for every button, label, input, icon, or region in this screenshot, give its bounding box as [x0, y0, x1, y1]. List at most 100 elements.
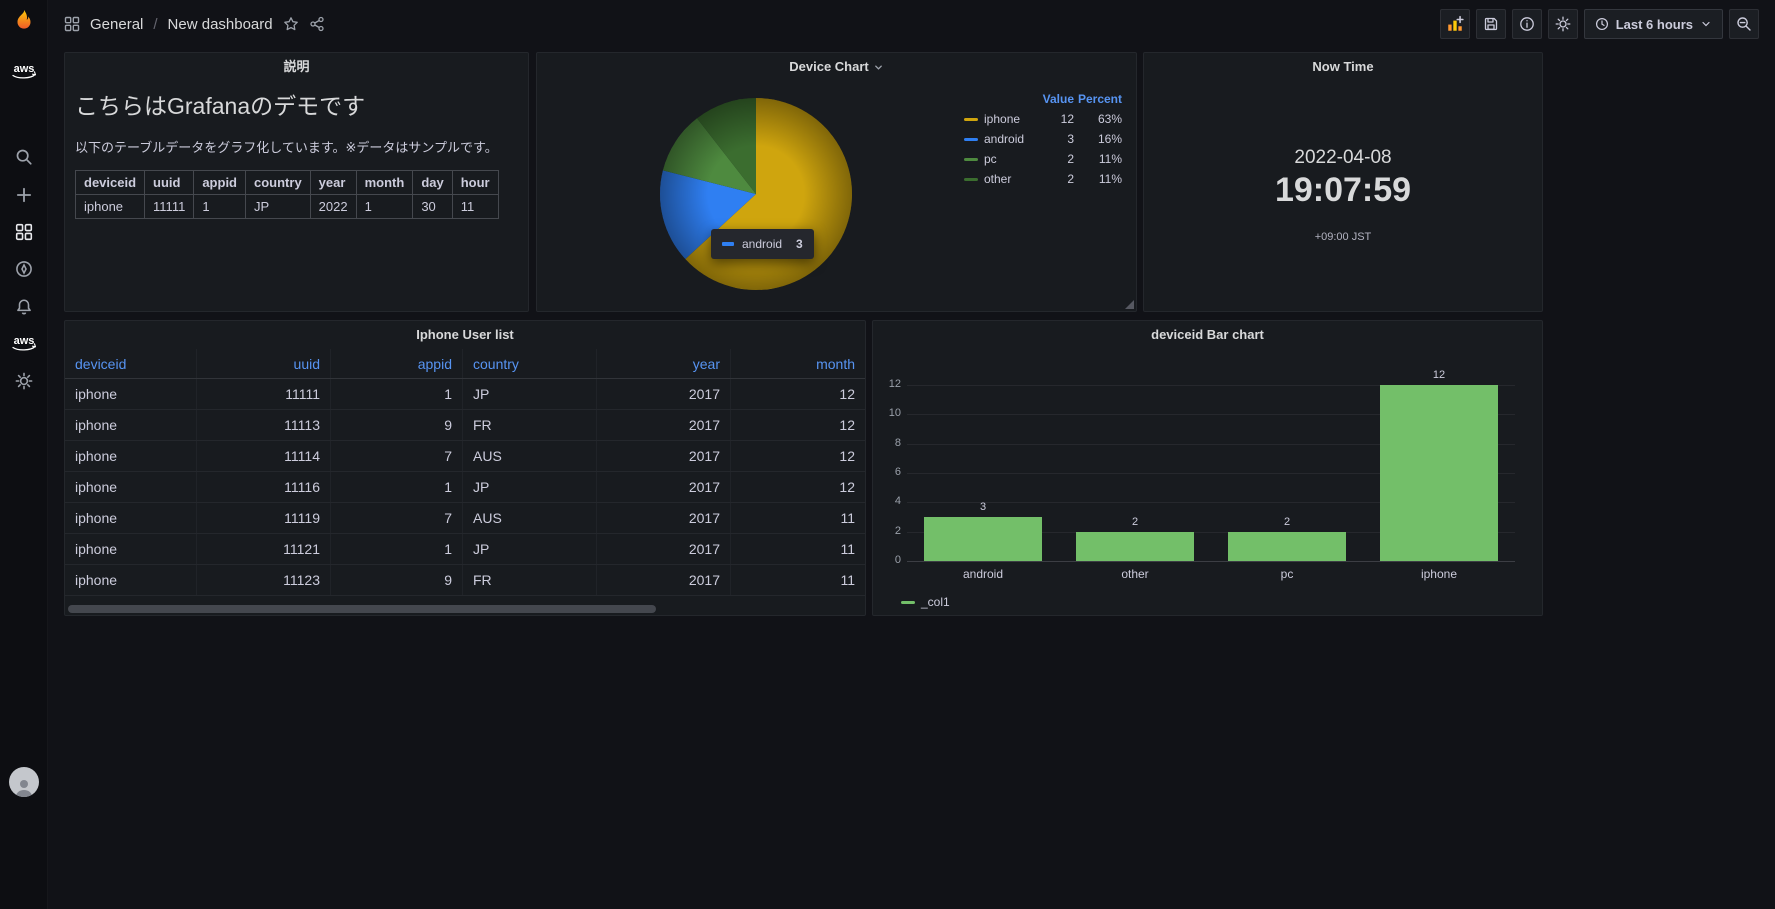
panel-bar-chart-title[interactable]: deviceid Bar chart — [1151, 327, 1264, 342]
table-row: iphone 11111 1 JP 2022 1 30 11 — [74, 194, 499, 219]
sidebar: aws aws — [0, 0, 48, 909]
table-cell: 1 — [331, 379, 463, 409]
panel-user-list-title[interactable]: Iphone User list — [416, 327, 514, 342]
sidebar-item-search[interactable] — [8, 141, 40, 173]
aws-logo[interactable]: aws — [8, 56, 40, 88]
pie-legend-header: Value Percent — [964, 89, 1122, 109]
alerting-bell-icon — [17, 299, 31, 315]
legend-item-pc[interactable]: pc 2 11% — [964, 149, 1122, 169]
legend-percent-header[interactable]: Percent — [1077, 92, 1122, 106]
table-row: iphone 11119 7 AUS 2017 11 — [65, 503, 865, 534]
description-content: こちらはGrafanaのデモです 以下のテーブルデータをグラフ化しています。※デ… — [65, 81, 528, 221]
table-cell: 2017 — [597, 534, 731, 564]
add-panel-button[interactable] — [1439, 9, 1470, 39]
column-header-uuid[interactable]: uuid — [197, 349, 331, 378]
sidebar-item-configuration[interactable] — [8, 365, 40, 397]
save-dashboard-button[interactable] — [1475, 9, 1506, 39]
table-row: iphone 11116 1 JP 2017 12 — [65, 472, 865, 503]
panel-user-list: Iphone User list deviceid uuid appid countr… — [64, 320, 866, 616]
pie-tooltip: android 3 — [711, 229, 814, 259]
table-cell: 2017 — [597, 379, 731, 409]
panel-description-title[interactable]: 説明 — [283, 59, 310, 74]
table-cell: JP — [463, 379, 597, 409]
bar-plot: 3 2 2 12 — [907, 369, 1515, 562]
legend-value: 3 — [1067, 132, 1074, 146]
table-cell: 30 — [412, 194, 453, 219]
gridline — [907, 473, 1515, 474]
sidebar-item-dashboards[interactable] — [8, 216, 40, 248]
aws-icon: aws — [12, 335, 37, 351]
info-button[interactable] — [1511, 9, 1542, 39]
user-list-header-row: deviceid uuid appid country year month — [65, 349, 865, 379]
info-icon — [1519, 17, 1534, 31]
desc-column-header: uuid — [144, 170, 195, 195]
table-cell: 11113 — [197, 410, 331, 440]
table-cell: FR — [463, 410, 597, 440]
legend-item-android[interactable]: android 3 16% — [964, 129, 1122, 149]
zoom-out-button[interactable] — [1729, 9, 1759, 39]
bar-value-label: 2 — [1283, 515, 1291, 528]
table-cell: JP — [463, 472, 597, 502]
legend-percent: 16% — [1097, 132, 1122, 146]
table-cell: iphone — [65, 472, 197, 502]
current-time: 19:07:59 — [1274, 171, 1412, 209]
panel-resize-handle[interactable] — [1125, 300, 1134, 309]
bar-pc[interactable] — [1228, 531, 1346, 561]
legend-percent: 11% — [1098, 172, 1122, 186]
chevron-down-icon — [874, 65, 882, 70]
sidebar-item-alerting[interactable] — [8, 291, 40, 323]
legend-label: other — [984, 172, 1012, 186]
x-axis-label: iphone — [1420, 567, 1458, 581]
desc-column-header: country — [245, 170, 311, 195]
column-header-month[interactable]: month — [816, 355, 855, 372]
column-header-appid[interactable]: appid — [331, 349, 463, 378]
table-cell: 2017 — [597, 565, 731, 595]
y-axis-tick: 6 — [894, 466, 901, 478]
column-header-country[interactable]: country — [463, 349, 597, 378]
scrollbar-thumb[interactable] — [68, 605, 656, 613]
horizontal-scrollbar[interactable] — [68, 605, 862, 613]
panel-now-time-title[interactable]: Now Time — [1312, 59, 1374, 74]
table-cell: 11121 — [197, 534, 331, 564]
grafana-logo[interactable] — [8, 6, 40, 38]
table-cell: 7 — [331, 441, 463, 471]
description-text: 以下のテーブルデータをグラフ化しています。※データはサンプルです。 — [75, 140, 498, 155]
sidebar-item-create[interactable] — [8, 179, 40, 211]
legend-value: 2 — [1067, 152, 1074, 166]
column-header-year[interactable]: year — [597, 349, 731, 378]
star-button[interactable] — [283, 16, 299, 32]
table-cell: AUS — [463, 503, 597, 533]
desc-column-header: hour — [451, 170, 499, 195]
legend-label: _col1 — [921, 595, 950, 609]
panel-bar-chart: deviceid Bar chart 0 2 4 6 8 10 12 3 2 2 12 andro… — [872, 320, 1543, 616]
table-cell: 11 — [840, 572, 855, 588]
legend-value: 12 — [1060, 112, 1074, 126]
x-axis-label: other — [1121, 567, 1149, 581]
bar-other[interactable] — [1076, 531, 1194, 561]
x-axis-label: android — [962, 567, 1004, 581]
tooltip-label: android — [742, 237, 783, 251]
share-button[interactable] — [309, 16, 325, 32]
dashboard-settings-button[interactable] — [1547, 9, 1578, 39]
legend-color-marker — [964, 137, 978, 141]
explore-compass-icon — [16, 261, 32, 277]
legend-color-marker — [964, 177, 978, 181]
bar-android[interactable] — [924, 517, 1042, 561]
legend-item-other[interactable]: other 2 11% — [964, 169, 1122, 189]
panel-device-chart-title[interactable]: Device Chart — [537, 53, 1136, 81]
sidebar-item-aws-services[interactable]: aws — [8, 328, 40, 360]
breadcrumb-dashboard[interactable]: New dashboard — [167, 15, 273, 33]
table-cell: 1 — [193, 194, 246, 219]
breadcrumb-folder[interactable]: General — [90, 15, 144, 33]
column-header-deviceid[interactable]: deviceid — [65, 349, 197, 378]
legend-item-iphone[interactable]: iphone 12 63% — [964, 109, 1122, 129]
desc-column-header: month — [355, 170, 414, 195]
user-avatar[interactable] — [8, 766, 40, 798]
time-range-picker[interactable]: Last 6 hours — [1583, 9, 1723, 39]
bar-chart-legend[interactable]: _col1 — [901, 595, 950, 609]
table-row: iphone 11113 9 FR 2017 12 — [65, 410, 865, 441]
bar-iphone[interactable] — [1380, 385, 1498, 561]
table-cell: iphone — [65, 503, 197, 533]
legend-value-header[interactable]: Value — [1042, 92, 1074, 106]
sidebar-item-explore[interactable] — [8, 253, 40, 285]
